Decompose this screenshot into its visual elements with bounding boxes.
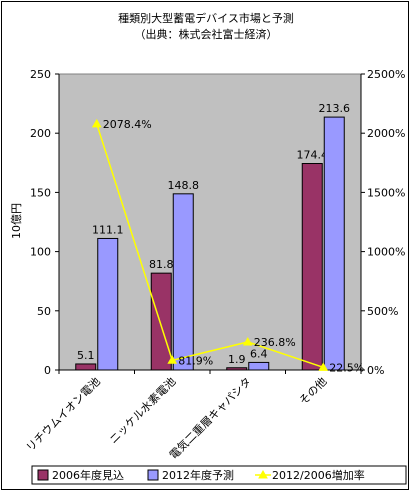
bar-data-label: 174.4 <box>297 149 329 162</box>
y-axis-label: 10億円 <box>10 203 23 239</box>
rate-data-label: 236.8% <box>254 336 296 349</box>
rate-marker <box>91 118 102 128</box>
legend-swatch <box>37 469 49 481</box>
legend: 2006年度見込 2012年度予測 2012/2006増加率 <box>31 465 407 485</box>
rate-marker <box>318 362 329 371</box>
bar-data-label: 1.9 <box>228 353 246 366</box>
legend-swatch <box>147 469 159 481</box>
rate-data-label: 2078.4% <box>103 118 152 131</box>
bar <box>226 367 248 371</box>
bar-data-label: 111.1 <box>92 223 124 236</box>
y-tick-label: 200 <box>30 127 51 140</box>
rate-marker <box>167 355 178 364</box>
y2-tick-label: 1000% <box>367 246 405 259</box>
chart-subtitle: （出典：株式会社富士経済） <box>135 27 278 41</box>
y2-tick-label: 500% <box>367 305 398 318</box>
y2-tick-label: 2000% <box>367 127 405 140</box>
rate-data-label: 81.9% <box>178 354 213 367</box>
legend-entry: 2012/2006増加率 <box>272 468 365 482</box>
x-category-label: 電気二重層キャパシタ <box>166 374 254 462</box>
legend-marker <box>258 469 268 479</box>
bar <box>172 193 194 371</box>
x-category-label: その他 <box>297 375 330 408</box>
x-category-label: ニッケル水素電池 <box>107 375 178 446</box>
y-tick-label: 150 <box>30 186 51 199</box>
bar <box>301 163 323 371</box>
plot-area: 0501001502002500%500%1000%1500%2000%2500… <box>24 68 406 462</box>
bar <box>323 116 345 371</box>
legend-box <box>31 465 407 485</box>
y-tick-label: 250 <box>30 68 51 81</box>
rate-line <box>96 123 324 369</box>
y-tick-label: 100 <box>30 246 51 259</box>
bar-data-label: 6.4 <box>250 347 268 360</box>
y2-tick-label: 2500% <box>367 68 405 81</box>
bar <box>248 361 270 371</box>
bar-data-label: 213.6 <box>319 102 351 115</box>
legend-entry: 2012年度予測 <box>162 468 234 482</box>
bar-data-label: 81.8 <box>149 258 174 271</box>
bar <box>97 237 119 371</box>
bar <box>75 363 97 371</box>
bar-data-label: 148.8 <box>168 179 200 192</box>
y-tick-label: 0 <box>44 364 51 377</box>
bar-data-label: 5.1 <box>77 349 95 362</box>
y2-tick-label: 1500% <box>367 186 405 199</box>
bar <box>150 272 172 371</box>
y2-tick-label: 0% <box>367 364 384 377</box>
y-tick-label: 50 <box>37 305 51 318</box>
legend-entry: 2006年度見込 <box>52 468 124 482</box>
rate-data-label: 22.5% <box>329 361 364 374</box>
rate-marker <box>242 336 253 346</box>
chart-title: 種類別大型蓄電デバイス市場と予測 <box>118 11 294 25</box>
x-category-label: リチウムイオン電池 <box>24 375 103 454</box>
